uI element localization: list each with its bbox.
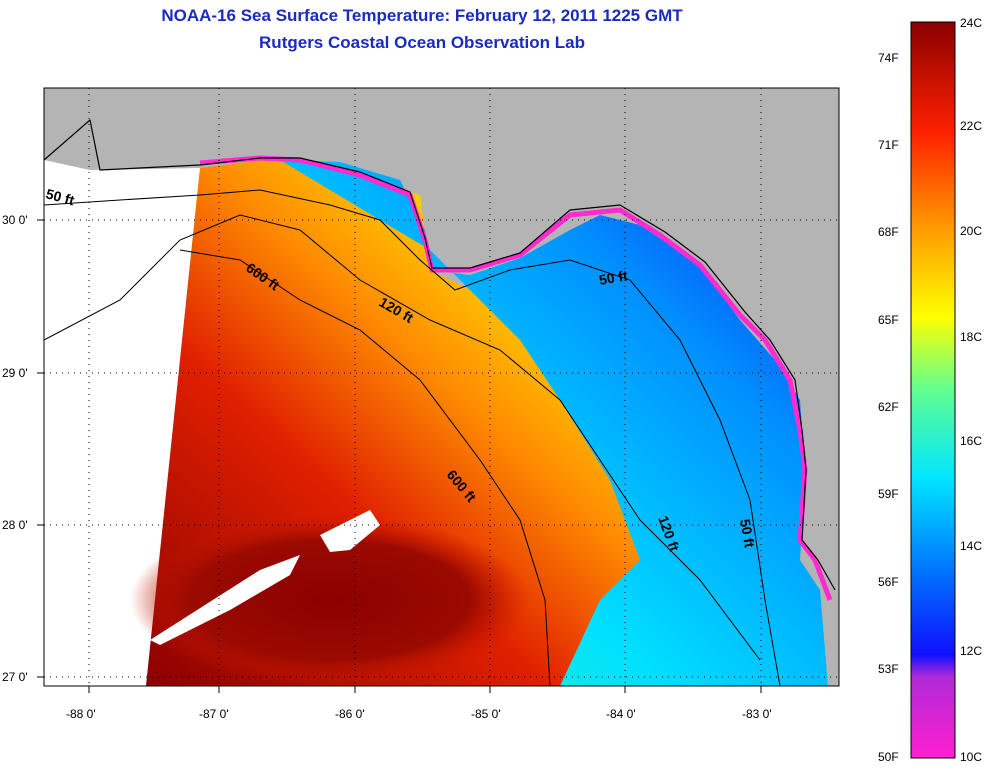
colorbar-f-label: 74F (878, 51, 899, 65)
colorbar-c-label: 20C (960, 224, 983, 238)
nodata-swath (44, 160, 200, 686)
contour-120ft (43, 214, 761, 661)
lon-tick-label: -88 0' (66, 707, 96, 721)
colorbar-f-label: 53F (878, 662, 899, 676)
contour-label: 50 ft (44, 185, 76, 208)
colorbar-f-label: 59F (878, 487, 899, 501)
colorbar-f-label: 65F (878, 313, 899, 327)
lon-tick-label: -87 0' (199, 707, 229, 721)
lon-tick-label: -84 0' (606, 707, 636, 721)
axis-ticks (37, 219, 762, 693)
sst-map: 50 ft 600 ft 120 ft 50 ft 600 ft 120 ft … (37, 87, 840, 693)
cloud-patch (320, 510, 380, 552)
colorbar-c-label: 12C (960, 644, 983, 658)
cloud-patch (150, 555, 300, 645)
colorbar-c-label: 14C (960, 539, 983, 553)
lat-tick-label: 28 0' (2, 518, 28, 532)
contour-label: 50 ft (598, 267, 629, 288)
map-title: NOAA-16 Sea Surface Temperature: Februar… (161, 6, 683, 25)
graticule (44, 88, 839, 686)
colorbar-c-label: 16C (960, 434, 983, 448)
colorbar-f-label: 71F (878, 138, 899, 152)
contour-50ft (43, 189, 781, 687)
colorbar-f-label: 68F (878, 225, 899, 239)
contour-600ft (179, 249, 551, 687)
lon-tick-label: -85 0' (471, 707, 501, 721)
lat-tick-label: 27 0' (2, 670, 28, 684)
colorbar-c-label: 18C (960, 330, 983, 344)
lat-tick-label: 29 0' (2, 366, 28, 380)
colorbar-c-label: 22C (960, 119, 983, 133)
coastal-fringe (199, 155, 833, 601)
colorbar-f-label: 62F (878, 400, 899, 414)
contour-label: 50 ft (737, 518, 758, 549)
colorbar-c-label: 10C (960, 750, 983, 764)
cool-water (280, 160, 828, 686)
colorbar-f-label: 56F (878, 575, 899, 589)
colorbar-f-label: 50F (878, 750, 899, 764)
map-subtitle: Rutgers Coastal Ocean Observation Lab (259, 33, 585, 52)
lon-tick-label: -86 0' (335, 707, 365, 721)
coastline (43, 119, 836, 591)
colorbar-c-label: 24C (960, 16, 983, 30)
lon-tick-label: -83 0' (742, 707, 772, 721)
hot-core (130, 515, 530, 685)
lat-tick-label: 30 0' (2, 213, 28, 227)
